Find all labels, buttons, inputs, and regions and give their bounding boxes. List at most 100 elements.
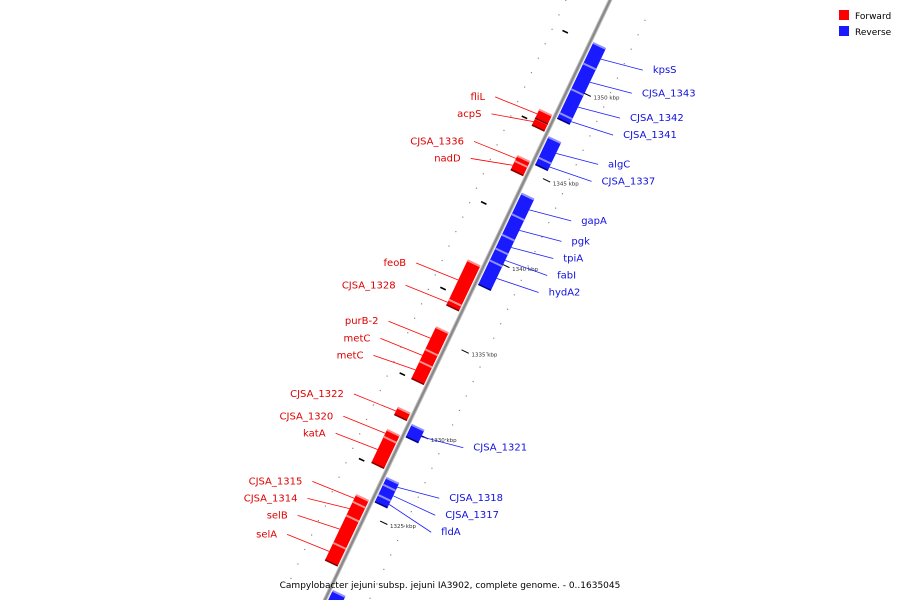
track-dot (414, 317, 416, 319)
label-leader (511, 247, 554, 259)
label-leader (353, 393, 397, 412)
gene-top-edge (419, 360, 433, 369)
track-dot (603, 106, 605, 108)
track-dot (462, 216, 464, 218)
forward-gene[interactable] (446, 298, 462, 312)
minor-tick (521, 115, 528, 120)
track-dot (630, 48, 632, 50)
gene-label: CJSA_1315 (249, 476, 303, 487)
gene-body (495, 234, 515, 255)
gene-top-edge (411, 423, 425, 432)
gene-label: CJSA_1321 (473, 443, 527, 454)
gene-label: kpsS (653, 65, 677, 76)
gene-label: fldA (441, 527, 461, 538)
track-dot (510, 115, 512, 117)
label-leader (555, 152, 599, 165)
gene-top-edge (467, 259, 481, 268)
track-dot (352, 447, 354, 449)
forward-gene[interactable] (371, 435, 397, 470)
gene-body (557, 113, 573, 125)
gene-label: CJSA_1336 (410, 136, 464, 147)
gene-top-edge (489, 259, 503, 268)
track-dot (506, 308, 509, 310)
track-dot (486, 352, 488, 354)
gene-label: CJSA_1317 (445, 510, 499, 521)
label-leader (549, 166, 592, 182)
reverse-gene[interactable] (477, 259, 503, 292)
forward-gene[interactable] (534, 108, 553, 125)
track-dot (407, 332, 409, 334)
track-dot (434, 274, 436, 276)
label-leader (343, 415, 386, 434)
track-dot (496, 144, 498, 146)
forward-gene[interactable] (411, 360, 433, 386)
track-dot (424, 482, 426, 484)
gene-top-edge (355, 493, 370, 502)
gene-body (448, 260, 481, 306)
gene-body (531, 118, 548, 132)
gene-body (514, 155, 530, 168)
track-dot (420, 303, 423, 305)
gene-top-edge (538, 156, 552, 165)
forward-gene[interactable] (510, 160, 528, 177)
scale-tick (379, 520, 388, 525)
scale-ticks: 1325 kbp 1330 kbp 1335 kbp 1340 kbp 1345 kbp… (358, 29, 620, 530)
scale-tick-label: 1335 kbp (471, 353, 497, 359)
track-dot (472, 380, 474, 383)
track-dot (517, 100, 519, 103)
track-dot (616, 77, 619, 79)
label-leader (491, 113, 534, 123)
track-dot (338, 476, 340, 478)
track-dot (396, 539, 399, 542)
track-dot (359, 433, 361, 435)
track-dot (455, 230, 457, 233)
gene-label: CJSA_1320 (280, 411, 334, 422)
forward-gene[interactable] (324, 541, 347, 567)
reverse-gene[interactable] (374, 494, 392, 509)
track-dot (417, 496, 419, 498)
track-dot (400, 346, 402, 348)
gene-body (325, 542, 346, 566)
gene-body (383, 477, 399, 491)
legend-reverse-swatch (839, 26, 849, 36)
scale-tick (502, 263, 510, 269)
gene-label: pgk (571, 236, 590, 247)
gene-top-edge (383, 435, 397, 444)
label-leader (307, 497, 350, 509)
track-dot (555, 207, 557, 209)
label-leader (397, 486, 440, 499)
gene-top-edge (352, 500, 366, 509)
scale-tick-label: 1330 kbp (431, 438, 457, 444)
reverse-gene[interactable] (324, 589, 346, 600)
gene-body (535, 109, 552, 125)
legend: Forward Reverse (839, 10, 892, 38)
track-dot (451, 424, 454, 426)
forward-gene[interactable] (393, 406, 411, 422)
track-dot (544, 43, 546, 45)
label-leader (570, 121, 614, 136)
track-dot (410, 510, 412, 513)
label-leader (495, 96, 538, 115)
gene-top-edge (592, 41, 607, 50)
gene-label: hydA2 (549, 288, 581, 299)
gene-top-edge (332, 541, 347, 550)
track-dot (372, 404, 375, 406)
gene-top-edge (448, 298, 462, 307)
reverse-gene[interactable] (556, 112, 573, 125)
reverse-gene[interactable] (534, 156, 552, 172)
gene-body (571, 63, 596, 96)
track-dot (290, 577, 292, 579)
gene-top-edge (538, 108, 553, 117)
gene-label: nadD (434, 153, 461, 164)
gene-top-edge (570, 88, 585, 97)
gene-body (394, 407, 411, 421)
track-dot (403, 525, 406, 527)
gene-body (583, 42, 606, 70)
scale-tick-label: 1345 kbp (553, 181, 579, 187)
minor-tick (439, 286, 447, 291)
reverse-gene[interactable] (405, 423, 425, 444)
track-dot (575, 164, 577, 166)
track-dot (304, 548, 306, 551)
gene-label: CJSA_1337 (602, 176, 656, 187)
track-dot (530, 72, 533, 74)
